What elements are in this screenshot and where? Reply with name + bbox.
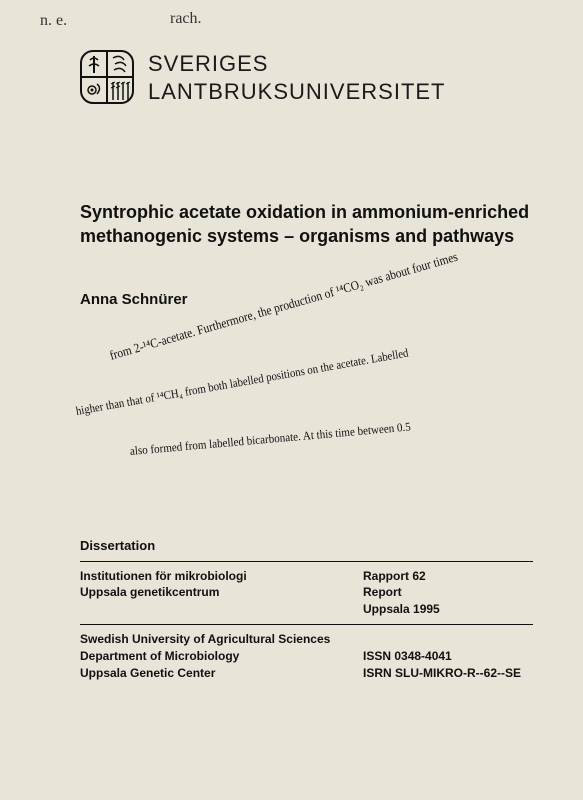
university-name: SVERIGES LANTBRUKSUNIVERSITET (148, 50, 446, 105)
footer2-left: Swedish University of Agricultural Scien… (80, 631, 330, 681)
dissertation-label: Dissertation (80, 538, 533, 553)
footer2-right: ISSN 0348-4041 ISRN SLU-MIKRO-R--62--SE (363, 631, 533, 681)
footer1-right-line3: Uppsala 1995 (363, 601, 533, 618)
footer1-right-line2: Report (363, 584, 533, 601)
footer-block-1: Institutionen för mikrobiologi Uppsala g… (80, 568, 533, 618)
divider-1 (80, 561, 533, 562)
document-title: Syntrophic acetate oxidation in ammonium… (80, 200, 533, 249)
footer1-left-line2: Uppsala genetikcentrum (80, 584, 247, 601)
university-name-line2: LANTBRUKSUNIVERSITET (148, 78, 446, 106)
footer2-left-line3: Uppsala Genetic Center (80, 665, 330, 682)
footer1-right: Rapport 62 Report Uppsala 1995 (363, 568, 533, 618)
footer1-left: Institutionen för mikrobiologi Uppsala g… (80, 568, 247, 618)
footer2-right-line1: ISSN 0348-4041 (363, 648, 533, 665)
footer2-left-line2: Department of Microbiology (80, 648, 330, 665)
footer1-right-line1: Rapport 62 (363, 568, 533, 585)
university-name-line1: SVERIGES (148, 50, 446, 78)
distorted-text-block: from 2-¹⁴C-acetate. Furthermore, the pro… (80, 348, 533, 488)
footer2-right-line2: ISRN SLU-MIKRO-R--62--SE (363, 665, 533, 682)
footer2-right-blank (363, 631, 533, 648)
divider-2 (80, 624, 533, 625)
footer1-left-line1: Institutionen för mikrobiologi (80, 568, 247, 585)
footer-block-2: Swedish University of Agricultural Scien… (80, 631, 533, 681)
university-logo-icon (80, 50, 134, 110)
header: SVERIGES LANTBRUKSUNIVERSITET (80, 50, 533, 110)
page-container: SVERIGES LANTBRUKSUNIVERSITET Syntrophic… (0, 0, 583, 800)
distorted-line-3: also formed from labelled bicarbonate. A… (129, 419, 411, 458)
footer2-left-line1: Swedish University of Agricultural Scien… (80, 631, 330, 648)
